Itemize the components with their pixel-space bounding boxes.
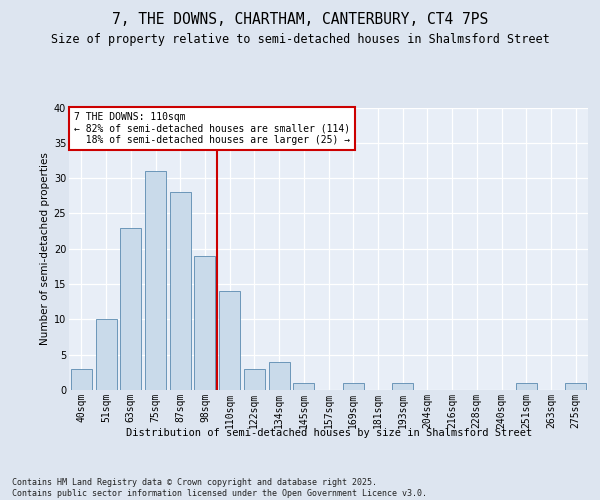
Bar [293, 383, 314, 390]
Bar [145, 171, 166, 390]
Bar [244, 369, 265, 390]
Bar [170, 192, 191, 390]
Bar [194, 256, 215, 390]
Bar [565, 383, 586, 390]
Bar [219, 291, 240, 390]
Bar [269, 362, 290, 390]
Bar [120, 228, 141, 390]
Text: Contains HM Land Registry data © Crown copyright and database right 2025.
Contai: Contains HM Land Registry data © Crown c… [12, 478, 427, 498]
Bar [71, 369, 92, 390]
Text: 7 THE DOWNS: 110sqm
← 82% of semi-detached houses are smaller (114)
  18% of sem: 7 THE DOWNS: 110sqm ← 82% of semi-detach… [74, 112, 350, 145]
Text: Size of property relative to semi-detached houses in Shalmsford Street: Size of property relative to semi-detach… [50, 32, 550, 46]
Bar [392, 383, 413, 390]
Bar [343, 383, 364, 390]
Text: Distribution of semi-detached houses by size in Shalmsford Street: Distribution of semi-detached houses by … [125, 428, 532, 438]
Bar [95, 320, 116, 390]
Text: 7, THE DOWNS, CHARTHAM, CANTERBURY, CT4 7PS: 7, THE DOWNS, CHARTHAM, CANTERBURY, CT4 … [112, 12, 488, 28]
Y-axis label: Number of semi-detached properties: Number of semi-detached properties [40, 152, 50, 345]
Bar [516, 383, 537, 390]
